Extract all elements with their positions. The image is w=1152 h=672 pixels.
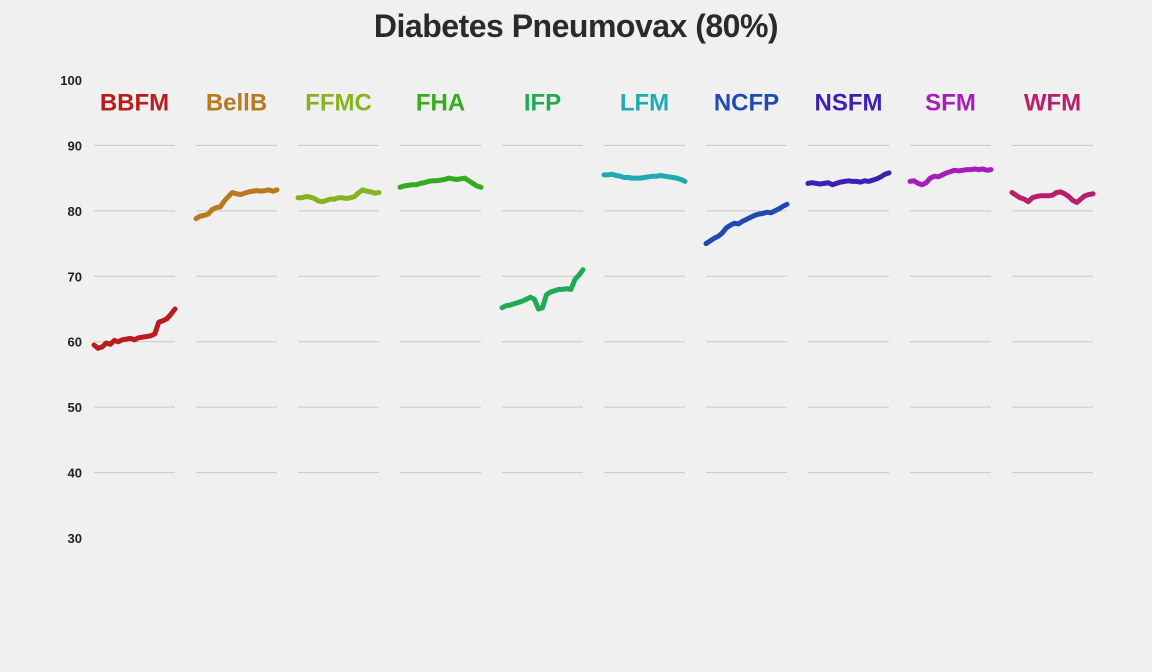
panel-label-fha: FHA xyxy=(416,89,465,116)
series-line-wfm xyxy=(1009,189,1096,205)
panel-label-ifp: IFP xyxy=(524,89,561,116)
series-line-lfm xyxy=(601,171,688,184)
panel-label-lfm: LFM xyxy=(620,89,669,116)
y-tick-label-50: 50 xyxy=(68,400,82,415)
y-tick-label-40: 40 xyxy=(68,466,82,481)
series-line-fha xyxy=(397,175,484,190)
series-line-ffmc xyxy=(295,187,382,205)
chart-title: Diabetes Pneumovax (80%) xyxy=(373,8,779,44)
y-tick-label-70: 70 xyxy=(68,269,82,284)
panel-label-sfm: SFM xyxy=(925,89,976,116)
panel-label-ffmc: FFMC xyxy=(305,89,372,116)
y-tick-label-80: 80 xyxy=(68,204,82,219)
panel-label-ncfp: NCFP xyxy=(714,89,779,116)
panel-label-nsfm: NSFM xyxy=(815,89,883,116)
y-tick-label-30: 30 xyxy=(68,531,82,546)
panel-label-wfm: WFM xyxy=(1024,89,1081,116)
y-tick-label-60: 60 xyxy=(68,335,82,350)
series-line-ncfp xyxy=(703,201,790,247)
y-tick-label-90: 90 xyxy=(68,138,82,153)
panel-label-bbfm: BBFM xyxy=(100,89,169,116)
panel-label-bellb: BellB xyxy=(206,89,267,116)
series-line-ifp xyxy=(499,267,586,312)
series-line-bbfm xyxy=(91,306,178,351)
y-tick-label-100: 100 xyxy=(60,73,82,88)
series-line-bellb xyxy=(193,187,280,222)
series-line-nsfm xyxy=(805,170,892,188)
series-line-sfm xyxy=(907,166,994,188)
